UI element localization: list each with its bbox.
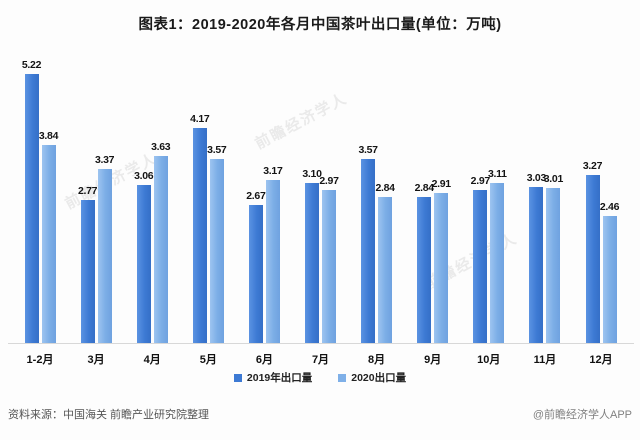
bar-group-8月: 3.57 2.84 bbox=[358, 43, 395, 343]
bar-2019年出口量-11月 bbox=[529, 187, 544, 343]
x-axis-label-5月: 5月 bbox=[199, 354, 217, 366]
bar-2019年出口量-4月 bbox=[136, 185, 151, 343]
bar-group-4月: 3.06 3.63 bbox=[134, 43, 171, 343]
x-axis-label-9月: 9月 bbox=[424, 354, 442, 366]
value-label: 3.57 bbox=[207, 144, 227, 156]
footer: 资料来源：中国海关 前瞻产业研究院整理 @前瞻经济学人APP bbox=[8, 406, 632, 422]
x-axis-label-10月: 10月 bbox=[477, 354, 501, 366]
value-label: 3.27 bbox=[582, 160, 603, 172]
bar-2020出口量-12月 bbox=[602, 216, 617, 343]
value-label: 2.84 bbox=[414, 182, 435, 194]
bar-group-7月: 3.10 2.97 bbox=[302, 43, 339, 343]
bar-2020出口量-4月 bbox=[153, 156, 168, 343]
legend-item-2019年出口量: 2019年出口量 bbox=[233, 370, 313, 385]
bar-2019年出口量-12月 bbox=[585, 175, 600, 343]
value-label: 2.91 bbox=[431, 178, 452, 190]
value-label: 3.57 bbox=[358, 144, 378, 156]
bar-2019年出口量-8月 bbox=[361, 159, 376, 343]
value-label: 5.22 bbox=[21, 59, 42, 71]
value-label: 3.10 bbox=[302, 168, 322, 180]
x-axis-line bbox=[8, 343, 634, 344]
value-label: 4.17 bbox=[190, 113, 210, 125]
chart-title: 图表1：2019-2020年各月中国茶叶出口量(单位：万吨) bbox=[138, 17, 502, 33]
x-axis-label-1-2月: 1-2月 bbox=[26, 354, 54, 366]
bar-group-11月: 3.03 3.01 bbox=[526, 43, 564, 343]
legend-item-2020出口量: 2020出口量 bbox=[338, 370, 406, 385]
value-label: 2.97 bbox=[470, 175, 491, 187]
value-label: 3.37 bbox=[94, 154, 115, 166]
x-axis-label-4月: 4月 bbox=[143, 354, 161, 366]
bar-2020出口量-6月 bbox=[265, 180, 280, 343]
bar-group-12月: 3.27 2.46 bbox=[582, 43, 620, 343]
bar-2019年出口量-10月 bbox=[473, 190, 488, 343]
legend-swatch-icon bbox=[233, 373, 242, 382]
legend-label: 2020出口量 bbox=[351, 372, 407, 384]
bar-2020出口量-7月 bbox=[322, 190, 336, 343]
bar-2020出口量-8月 bbox=[378, 197, 393, 343]
chart-legend: 2019年出口量 2020出口量 bbox=[0, 370, 640, 385]
value-label: 2.77 bbox=[77, 185, 98, 197]
value-label: 2.84 bbox=[375, 182, 395, 194]
x-axis-label-8月: 8月 bbox=[368, 354, 386, 366]
bar-2020出口量-3月 bbox=[97, 169, 112, 343]
legend-label: 2019年出口量 bbox=[246, 372, 313, 384]
bar-2020出口量-9月 bbox=[434, 193, 449, 343]
x-axis-label-11月: 11月 bbox=[533, 354, 557, 366]
bar-2019年出口量-7月 bbox=[305, 183, 319, 343]
value-label: 3.03 bbox=[526, 172, 547, 184]
bar-group-1-2月: 5.22 3.84 bbox=[21, 43, 59, 343]
value-label: 2.46 bbox=[599, 201, 620, 213]
brand-note: @前瞻经济学人APP bbox=[532, 409, 632, 421]
value-label: 3.11 bbox=[487, 168, 507, 180]
bar-2020出口量-5月 bbox=[209, 159, 224, 343]
x-axis-label-6月: 6月 bbox=[255, 354, 273, 366]
chart-plot-area: 5.22 3.84 2.77 3.37 3.06 3.63 4.17 3.57 2.67 3.17… bbox=[8, 43, 634, 344]
bar-group-5月: 4.17 3.57 bbox=[190, 43, 227, 343]
bar-2020出口量-11月 bbox=[546, 188, 561, 343]
bar-2019年出口量-3月 bbox=[80, 200, 95, 343]
x-axis-label-3月: 3月 bbox=[87, 354, 105, 366]
bar-group-9月: 2.84 2.91 bbox=[414, 43, 452, 343]
source-note: 资料来源：中国海关 前瞻产业研究院整理 bbox=[8, 409, 210, 421]
bar-2019年出口量-1-2月 bbox=[24, 74, 39, 343]
value-label: 3.63 bbox=[151, 141, 171, 153]
value-label: 2.67 bbox=[246, 190, 266, 202]
value-label: 3.17 bbox=[263, 165, 283, 177]
value-label: 3.01 bbox=[543, 173, 564, 185]
legend-swatch-icon bbox=[338, 373, 347, 382]
value-label: 2.97 bbox=[319, 175, 339, 187]
bar-2019年出口量-5月 bbox=[192, 128, 207, 343]
bar-group-6月: 2.67 3.17 bbox=[246, 43, 283, 343]
bar-2019年出口量-9月 bbox=[417, 197, 432, 343]
x-axis-label-7月: 7月 bbox=[311, 354, 330, 366]
bar-2019年出口量-6月 bbox=[248, 205, 263, 343]
bar-group-10月: 2.97 3.11 bbox=[470, 43, 507, 343]
value-label: 3.06 bbox=[134, 170, 154, 182]
value-label: 3.84 bbox=[38, 130, 59, 142]
bar-group-3月: 2.77 3.37 bbox=[77, 43, 115, 343]
bar-2020出口量-1-2月 bbox=[41, 145, 56, 343]
bar-2020出口量-10月 bbox=[490, 183, 505, 343]
x-axis-label-12月: 12月 bbox=[589, 354, 613, 366]
